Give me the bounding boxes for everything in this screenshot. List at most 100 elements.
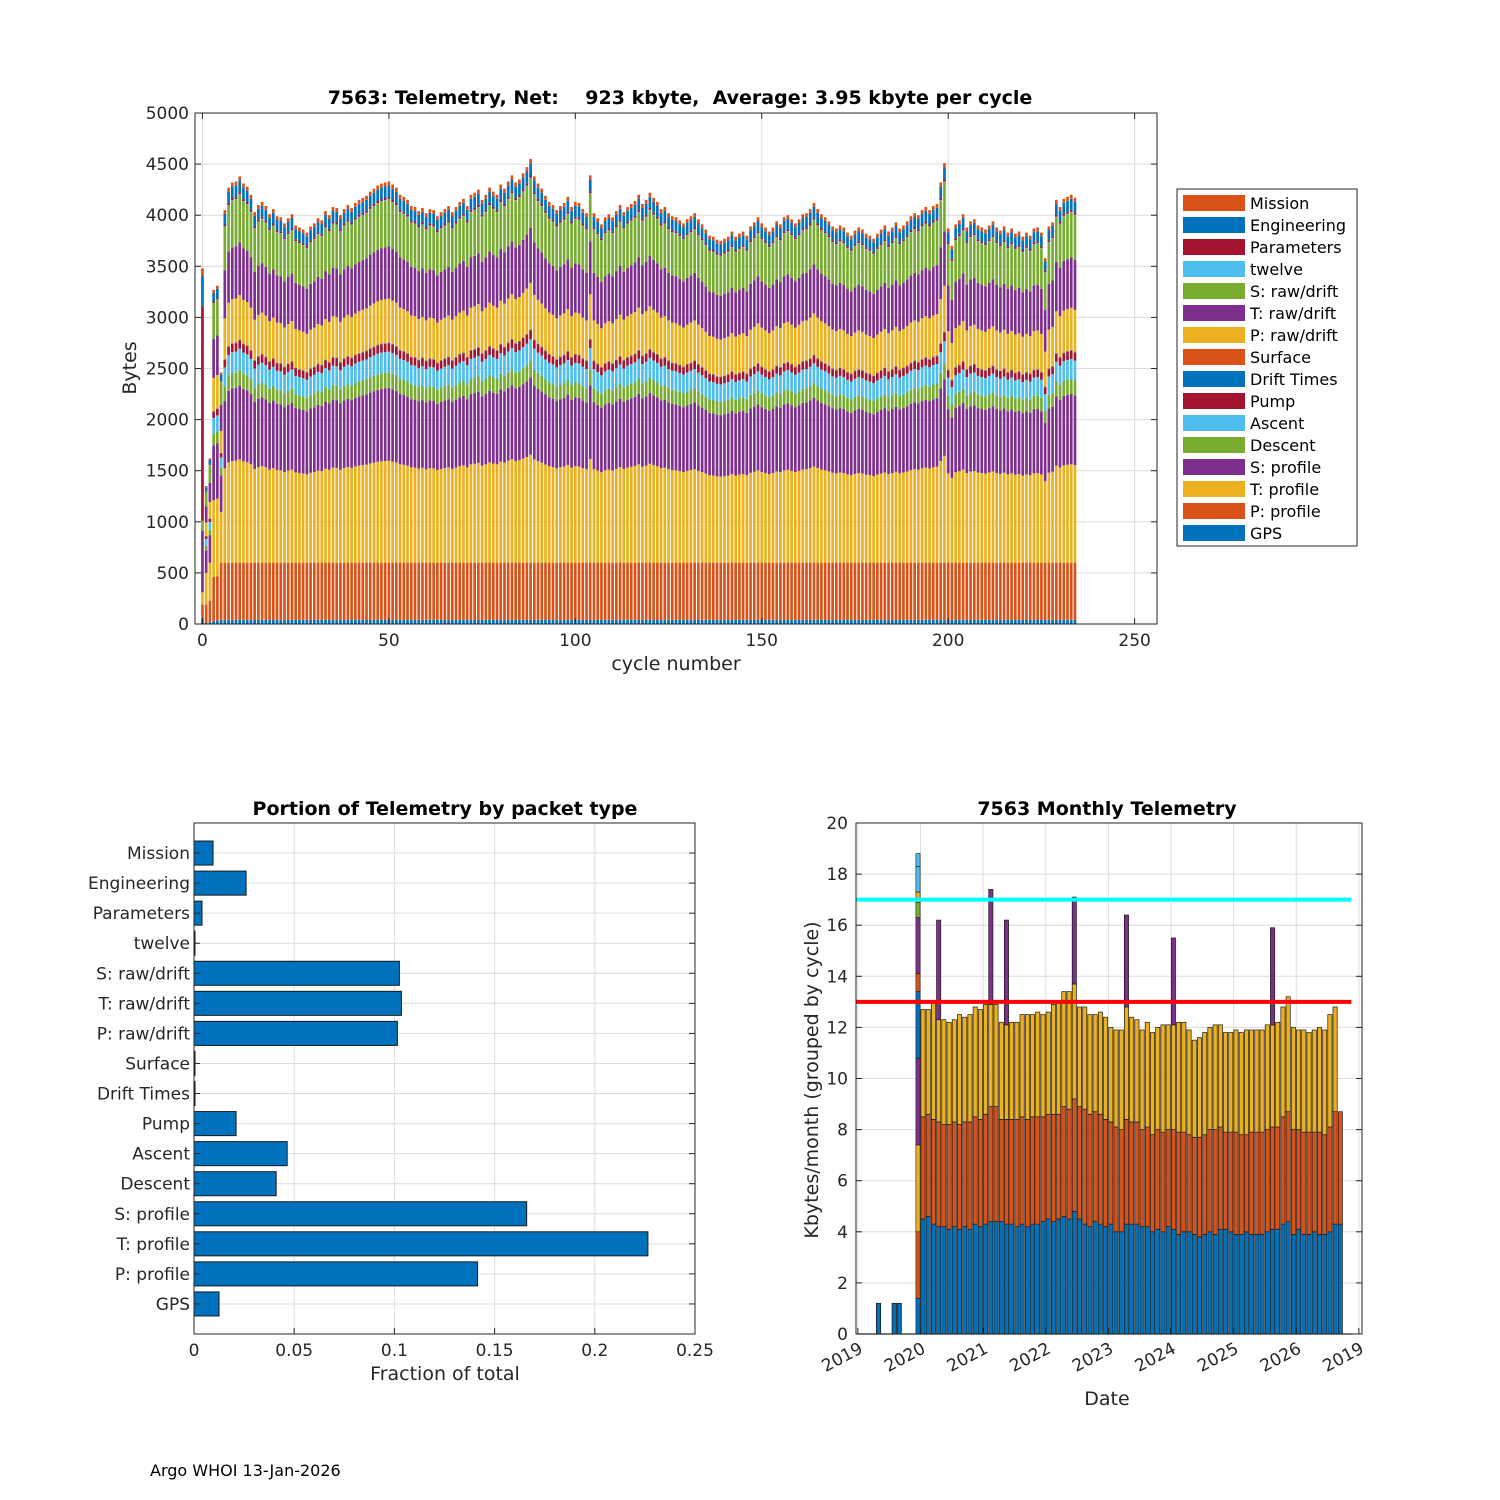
- cycle-bar-segment: [913, 402, 916, 470]
- cycle-bar-segment: [450, 401, 454, 469]
- cycle-bar-segment: [249, 464, 253, 563]
- cycle-bar-segment: [234, 199, 238, 200]
- cycle-bar-18: [268, 214, 271, 624]
- cycle-bar-segment: [670, 370, 674, 390]
- cycle-bar-segment: [525, 186, 529, 235]
- cycle-bar-segment: [905, 235, 909, 238]
- cycle-bar-segment: [950, 562, 954, 620]
- cycle-bar-segment: [335, 400, 339, 468]
- cycle-bar-segment: [749, 283, 752, 330]
- cycle-bar-segment: [395, 191, 398, 203]
- cycle-bar-204: [961, 214, 965, 624]
- cycle-bar-segment: [447, 266, 450, 316]
- cycle-bar-segment: [566, 196, 570, 201]
- monthly-bar-segment-bottom: [1322, 1234, 1328, 1335]
- cycle-bar-segment: [1040, 232, 1043, 237]
- cycle-bar-segment: [980, 473, 984, 563]
- cycle-bar-segment: [1047, 408, 1051, 473]
- cycle-bar-segment: [629, 221, 633, 266]
- legend-swatch: [1183, 239, 1245, 255]
- cycle-bar-segment: [551, 562, 555, 620]
- cycle-bar-segment: [342, 562, 346, 620]
- cycle-bar-segment: [823, 231, 827, 234]
- cycle-bar-segment: [659, 366, 663, 387]
- cycle-bar-segment: [1017, 397, 1021, 411]
- cycle-bar-70: [462, 198, 465, 624]
- monthly-bar-segment-top: [1290, 1027, 1296, 1130]
- monthly-bar-segment-bottom: [1150, 1231, 1155, 1335]
- cycle-bar-segment: [596, 222, 600, 233]
- cycle-bar-segment: [529, 330, 532, 340]
- cycle-bar-segment: [1040, 411, 1043, 475]
- cycle-bar-segment: [663, 221, 667, 224]
- cycle-bar-segment: [339, 231, 342, 275]
- cycle-bar-segment: [585, 229, 588, 273]
- cycle-bar-segment: [987, 239, 991, 242]
- cycle-bar-segment: [368, 619, 372, 624]
- cycle-bar-segment: [301, 243, 305, 245]
- cycle-bar-segment: [428, 562, 432, 620]
- monthly-bar-first: [915, 853, 921, 1335]
- cycle-bar-segment: [700, 240, 704, 283]
- cycle-bar-segment: [782, 221, 786, 232]
- cycle-bar-segment: [1073, 197, 1077, 202]
- cycle-bar-segment: [711, 250, 715, 252]
- cycle-bar-segment: [257, 619, 260, 624]
- cycle-bar-69: [458, 201, 462, 624]
- cycle-bar-segment: [495, 349, 499, 351]
- cycle-bar-76: [484, 194, 488, 624]
- cycle-bar-segment: [208, 622, 212, 624]
- monthly-bar-13: [988, 889, 994, 1335]
- monthly-bar-60: [1233, 1029, 1239, 1335]
- cycle-bar-segment: [573, 466, 577, 563]
- cycle-bar-segment: [614, 227, 618, 272]
- cycle-bar-segment: [708, 374, 711, 382]
- cycle-bar-segment: [286, 404, 290, 471]
- cycle-bar-segment: [301, 473, 305, 563]
- monthly-bar-segment-top: [1061, 991, 1067, 1107]
- cycle-bar-153: [771, 227, 775, 624]
- cycle-bar-segment: [387, 199, 391, 200]
- fraction-category-label: P: raw/drift: [97, 1024, 191, 1044]
- cycle-bar-segment: [738, 237, 741, 248]
- cycle-bar-segment: [529, 361, 532, 378]
- cycle-bar-segment: [764, 619, 767, 624]
- cycle-bar-segment: [271, 225, 275, 270]
- cycle-bar-segment: [208, 459, 212, 465]
- cycle-bar-segment: [760, 562, 764, 620]
- cycle-bar-segment: [473, 348, 476, 350]
- cycle-bar-segment: [536, 343, 540, 344]
- cycle-bar-segment: [913, 361, 916, 370]
- cycle-bar-segment: [230, 343, 234, 344]
- monthly-bar-segment-bottom: [1019, 1223, 1025, 1335]
- cycle-bar-segment: [838, 225, 842, 230]
- cycle-bar-94: [551, 204, 555, 624]
- cycle-bar-segment: [656, 219, 659, 264]
- cycle-bar-segment: [846, 411, 849, 475]
- cycle-bar-segment: [525, 343, 529, 366]
- cycle-bar-12: [245, 186, 249, 624]
- cycle-bar-segment: [954, 393, 957, 408]
- monthly-bar-46: [1160, 1024, 1166, 1335]
- cycle-bar-segment: [1058, 207, 1062, 211]
- cycle-bar-segment: [682, 367, 685, 375]
- cycle-bar-segment: [495, 378, 499, 395]
- cycle-bar-segment: [1021, 413, 1025, 476]
- cycle-bar-segment: [685, 619, 689, 624]
- cycle-bar-segment: [827, 366, 831, 374]
- cycle-bar-segment: [697, 372, 700, 392]
- cycle-bar-segment: [958, 619, 961, 624]
- cycle-bar-segment: [525, 234, 529, 289]
- cycle-bar-segment: [887, 333, 890, 372]
- cycle-bar-segment: [600, 619, 603, 624]
- cycle-bar-segment: [316, 364, 320, 372]
- cycle-bar-segment: [1062, 465, 1066, 563]
- cycle-bar-segment: [398, 350, 402, 351]
- monthly-bar-segment-middle: [1296, 1129, 1302, 1230]
- cycle-bar-segment: [861, 473, 864, 563]
- cycle-bar-segment: [201, 306, 204, 327]
- cycle-bar-segment: [510, 369, 514, 386]
- cycle-bar-segment: [286, 222, 290, 233]
- cycle-bar-segment: [749, 472, 752, 563]
